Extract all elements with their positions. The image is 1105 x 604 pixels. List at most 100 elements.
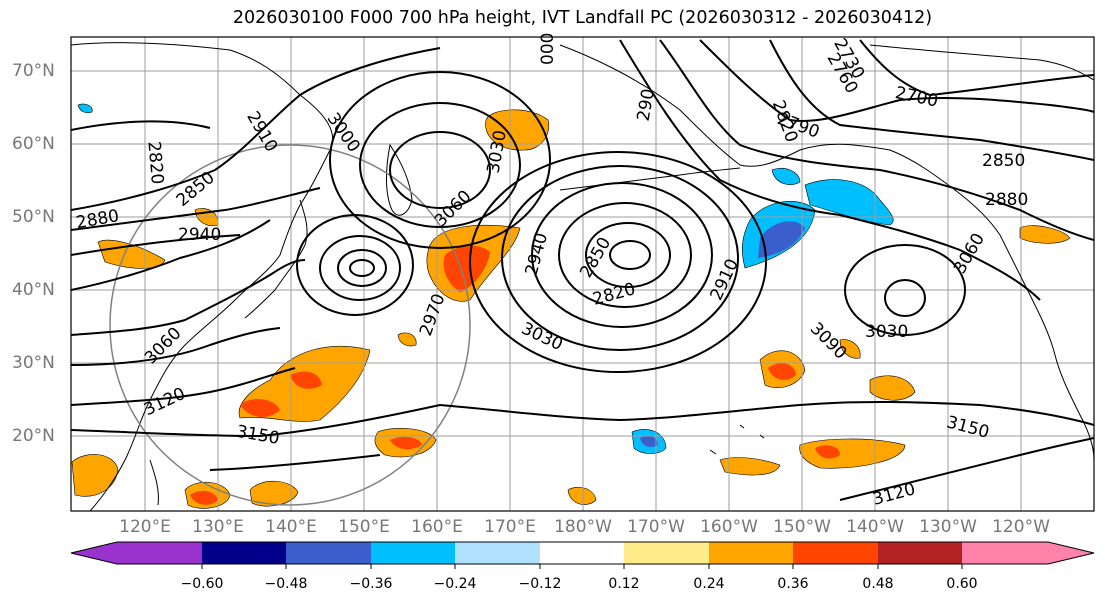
lat-label: 60°N — [12, 134, 55, 154]
colorbar-swatch — [878, 542, 962, 564]
colorbar-swatch — [202, 542, 286, 564]
ivt-strong-region — [240, 398, 280, 417]
low-center-contour — [389, 131, 491, 209]
low-center-contour — [469, 151, 767, 373]
high-center-contour — [844, 244, 966, 336]
hawaii-islands — [709, 424, 765, 455]
ivt-strong-region — [390, 437, 422, 450]
contour-label: 3030 — [865, 322, 908, 342]
colorbar-tick-label: −0.36 — [349, 576, 393, 592]
height-contour — [71, 219, 271, 291]
low-center-contour — [501, 165, 739, 351]
low-center-contour — [319, 235, 401, 301]
colorbar-swatch — [371, 542, 455, 564]
height-contour — [659, 39, 1094, 241]
lon-label: 130°W — [919, 517, 977, 537]
height-contour — [209, 454, 381, 471]
height-contour — [71, 367, 296, 406]
lon-label: 140°W — [846, 517, 904, 537]
height-contour — [619, 39, 1041, 301]
ivt-shading — [71, 103, 1071, 509]
ivt-positive-region — [869, 375, 916, 401]
ivt-strong-region — [190, 490, 218, 505]
height-contour — [769, 39, 1094, 161]
ivt-strong-negative-region — [758, 221, 805, 258]
height-contour — [699, 39, 1094, 122]
colorbar-swatch — [455, 542, 540, 564]
height-contour — [839, 437, 1094, 501]
colorbar-tick-label: 0.48 — [862, 576, 894, 592]
lat-label: 50°N — [12, 207, 55, 227]
colorbar-swatch — [793, 542, 878, 564]
japan-coastline — [244, 199, 308, 319]
height-contour — [71, 47, 441, 211]
colorbar-tick-label: 0.24 — [693, 576, 725, 592]
asia-coastline — [71, 42, 334, 511]
coastlines — [71, 42, 1094, 511]
low-center-contour — [585, 222, 671, 288]
height-contours — [71, 39, 1094, 501]
ivt-positive-region — [567, 487, 597, 505]
alaska-coastline — [559, 44, 1001, 236]
colorbar-swatch — [962, 542, 1048, 564]
colorbar-tick-label: 0.60 — [946, 576, 978, 592]
lat-label: 40°N — [12, 280, 55, 300]
canada-arctic-coastline — [869, 44, 1094, 81]
low-center-contour — [531, 182, 713, 328]
colorbar-tick-label: −0.24 — [433, 576, 477, 592]
high-center-contour — [884, 279, 926, 317]
lon-label: 120°W — [992, 517, 1050, 537]
ivt-strong-region — [768, 363, 796, 380]
low-center-contour — [329, 71, 551, 249]
lon-label: 170°W — [627, 517, 685, 537]
ivt-negative-region — [77, 103, 93, 114]
philippines-coastline — [149, 459, 159, 506]
ivt-positive-region — [719, 457, 781, 476]
colorbar-tick-label: 0.36 — [777, 576, 809, 592]
colorbar-swatch — [71, 542, 117, 564]
low-center-contour — [337, 249, 387, 287]
range-circle — [109, 144, 471, 506]
colorbar-swatch — [286, 542, 371, 564]
ivt-positive-region — [839, 339, 861, 359]
lon-label: 160°W — [700, 517, 758, 537]
ivt-positive-region — [249, 480, 299, 507]
contour-label: 000 — [538, 33, 558, 65]
colorbar-swatch — [709, 542, 793, 564]
north-america-coastline — [999, 234, 1094, 461]
ivt-strong-negative-region — [640, 436, 658, 447]
contour-label: 2880 — [985, 190, 1029, 210]
lon-label: 130°E — [192, 517, 244, 537]
contour-label: 2850 — [982, 151, 1025, 171]
low-center-contour — [609, 240, 651, 270]
lon-label: 150°W — [773, 517, 831, 537]
height-contour — [71, 234, 241, 256]
height-contour — [71, 187, 321, 231]
height-contour — [859, 39, 1094, 97]
map-title: 2026030100 F000 700 hPa height, IVT Land… — [232, 8, 933, 28]
colorbar-tick-label: 0.12 — [608, 576, 640, 592]
colorbar-tick-label: −0.60 — [180, 576, 224, 592]
ivt-positive-region — [397, 332, 417, 347]
lat-label: 20°N — [12, 426, 55, 446]
colorbar-tick-label: −0.48 — [264, 576, 308, 592]
contour-label: 2820 — [143, 140, 167, 185]
lon-label: 150°E — [338, 517, 390, 537]
lon-label: 120°E — [119, 517, 171, 537]
low-center-contour — [349, 259, 375, 277]
ivt-strong-region — [443, 245, 490, 292]
colorbar-tick-label: −0.12 — [518, 576, 562, 592]
lon-label: 140°E — [265, 517, 317, 537]
low-center-contour — [359, 102, 521, 228]
height-contour — [71, 400, 1094, 438]
map-frame — [70, 36, 1095, 512]
colorbar-swatch — [624, 542, 709, 564]
lat-label: 70°N — [12, 61, 55, 81]
ivt-strong-region — [290, 371, 322, 389]
ivt-positive-region — [1019, 225, 1071, 244]
lat-label: 30°N — [12, 353, 55, 373]
ivt-negative-region — [771, 168, 801, 185]
low-center-contour — [558, 202, 692, 308]
height-contour — [71, 259, 306, 336]
